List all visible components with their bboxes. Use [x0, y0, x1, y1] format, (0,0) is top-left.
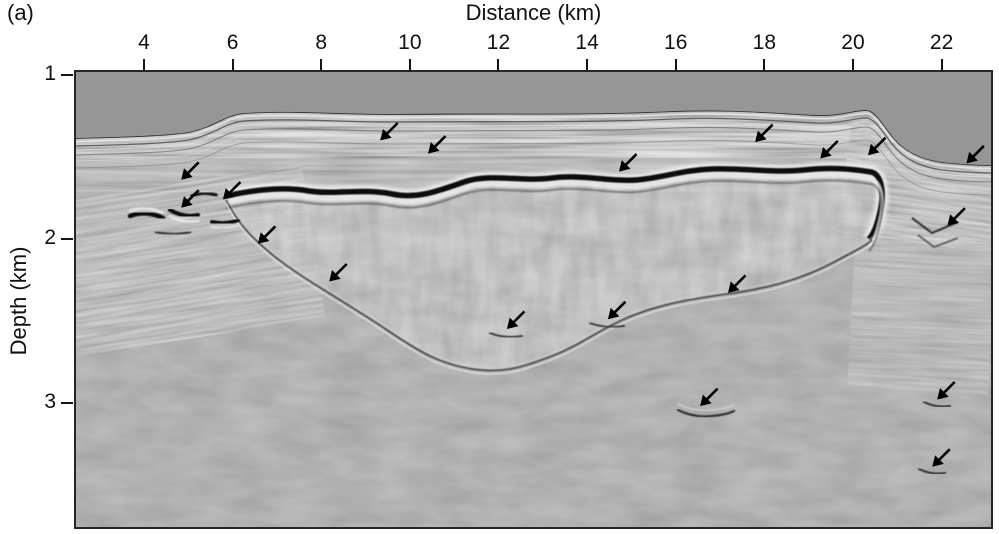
plot-frame	[74, 70, 993, 529]
x-tick-mark	[940, 59, 943, 70]
deep-reflections	[489, 322, 951, 475]
seismic-section-plot	[74, 70, 993, 529]
x-tick-mark	[851, 59, 854, 70]
x-tick-label: 18	[752, 31, 777, 54]
x-tick-label: 4	[138, 31, 150, 54]
x-tick-label: 6	[226, 31, 239, 54]
y-tick-mark	[61, 73, 73, 76]
x-tick-mark	[763, 59, 766, 70]
x-tick-mark	[320, 59, 323, 70]
x-tick-label: 10	[398, 31, 422, 54]
x-tick-mark	[674, 59, 677, 70]
y-tick-label: 2	[44, 225, 56, 249]
x-tick-label: 20	[841, 31, 865, 54]
x-tick-mark	[231, 59, 234, 70]
y-tick-label: 3	[44, 389, 56, 413]
x-tick-mark	[497, 59, 500, 70]
seismic-image	[74, 70, 993, 529]
y-tick-label: 1	[44, 61, 56, 85]
x-tick-mark	[586, 59, 589, 70]
right-flank-reflections	[911, 217, 959, 249]
y-tick-mark	[61, 401, 73, 404]
x-tick-mark	[408, 59, 411, 70]
x-tick-mark	[143, 59, 145, 70]
x-tick-label: 22	[929, 31, 954, 54]
x-tick-label: 14	[575, 31, 599, 54]
seismic-texture	[74, 110, 993, 529]
x-axis-title: Distance (km)	[465, 0, 602, 25]
y-tick-mark	[61, 237, 73, 240]
panel-label: (a)	[7, 0, 34, 25]
x-tick-label: 16	[664, 31, 688, 54]
x-tick-label: 12	[486, 31, 511, 54]
x-tick-label: 8	[315, 31, 328, 54]
